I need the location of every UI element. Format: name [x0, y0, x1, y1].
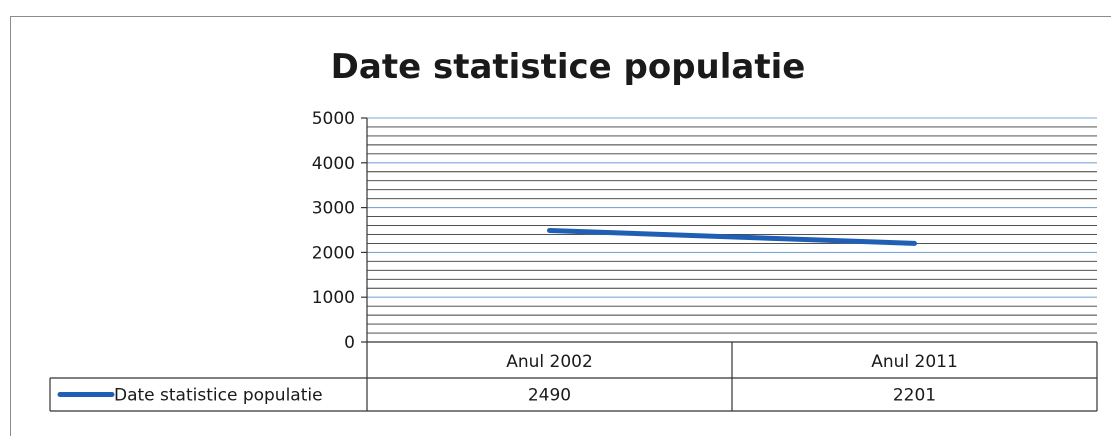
category-label: Anul 2011	[871, 352, 958, 372]
line-chart: Date statistice populatie 0 1000 2000 3000 4…	[49, 47, 1098, 412]
gridlines	[367, 117, 1097, 343]
series-line-0	[547, 227, 917, 246]
data-table: Anul 2002 Anul 2011 Date statistice popula…	[49, 341, 1098, 412]
y-tick-label: 2000	[312, 243, 355, 263]
series-lines	[547, 227, 917, 246]
y-axis-tick-labels: 0 1000 2000 3000 4000 5000	[312, 109, 355, 353]
chart-frame	[10, 16, 1111, 436]
y-tick-label: 3000	[312, 199, 355, 219]
category-label: Anul 2002	[506, 352, 593, 372]
y-tick-label: 0	[344, 333, 355, 353]
legend-series-name: Date statistice populatie	[114, 386, 323, 406]
data-value-label: 2490	[528, 386, 571, 406]
data-value-label: 2201	[893, 386, 936, 406]
y-tick-label: 1000	[312, 288, 355, 308]
y-tick-label: 4000	[312, 154, 355, 174]
chart-title: Date statistice populatie	[331, 47, 806, 87]
y-tick-label: 5000	[312, 109, 355, 129]
axes	[361, 117, 368, 343]
